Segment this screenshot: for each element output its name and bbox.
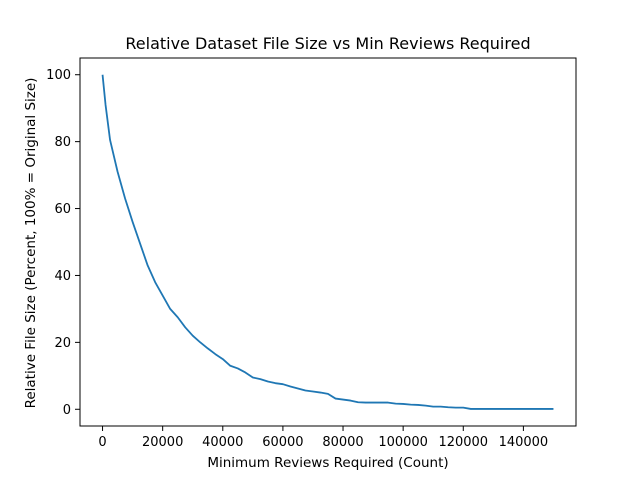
x-axis-label: Minimum Reviews Required (Count) (207, 455, 448, 471)
x-tick-label: 140000 (499, 435, 549, 450)
y-tick-label: 100 (46, 68, 71, 83)
y-tick-label: 0 (63, 403, 71, 418)
x-tick-label: 120000 (438, 435, 488, 450)
y-tick-label: 80 (54, 135, 71, 150)
x-tick-label: 20000 (142, 435, 183, 450)
series-line-0 (101, 74, 554, 410)
x-tick-label: 80000 (322, 435, 363, 450)
y-tick-label: 60 (54, 202, 71, 217)
x-tick-label: 0 (98, 435, 106, 450)
x-axis-ticks: 0 20000 40000 60000 80000 100000 120000 140000 (98, 426, 548, 450)
y-tick-label: 20 (54, 336, 71, 351)
plot-area (79, 57, 577, 427)
y-tick-label: 40 (54, 269, 71, 284)
y-axis-ticks: 0 20 40 60 80 100 (46, 68, 80, 418)
chart-title: Relative Dataset File Size vs Min Review… (125, 34, 530, 53)
plot-frame (79, 57, 577, 427)
y-axis-label: Relative File Size (Percent, 100% = Orig… (23, 78, 39, 409)
x-tick-label: 60000 (262, 435, 303, 450)
x-tick-label: 40000 (202, 435, 243, 450)
x-tick-label: 100000 (378, 435, 428, 450)
